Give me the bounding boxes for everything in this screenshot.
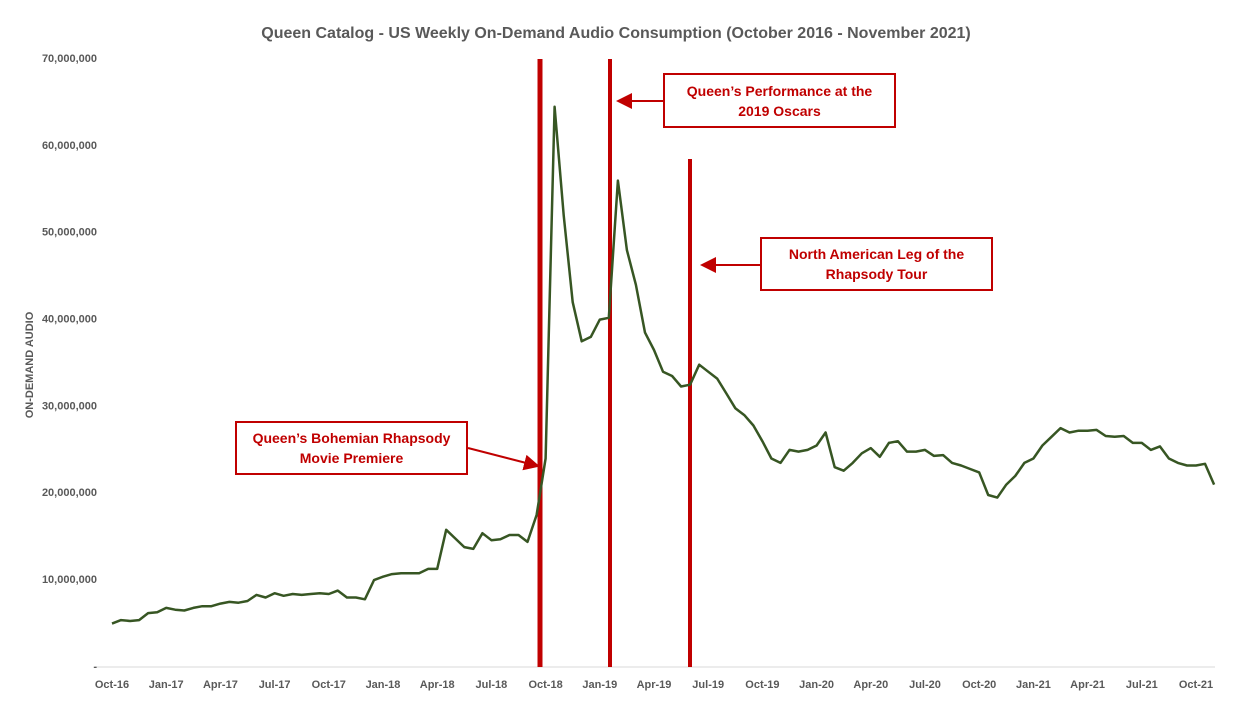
x-tick-label: Oct-20	[962, 679, 996, 691]
y-tick-label: 30,000,000	[42, 400, 97, 412]
x-tick-label: Oct-17	[312, 679, 346, 691]
x-tick-label: Oct-16	[95, 679, 129, 691]
annotation: Queen’s Bohemian Rhapsody Movie Premiere	[235, 421, 468, 475]
arrow	[467, 447, 540, 471]
x-tick-label: Jan-17	[149, 679, 184, 691]
x-tick-label: Jan-21	[1016, 679, 1051, 691]
x-tick-label: Oct-19	[745, 679, 779, 691]
y-axis-label: ON-DEMAND AUDIO	[24, 311, 36, 418]
annotation: Queen’s Performance at the 2019 Oscars	[663, 73, 896, 128]
y-tick-label: 50,000,000	[42, 227, 97, 239]
x-tick-label: Jul-19	[692, 679, 724, 691]
chart-title: Queen Catalog - US Weekly On-Demand Audi…	[261, 25, 970, 42]
x-tick-label: Jan-20	[799, 679, 834, 691]
x-tick-label: Apr-17	[203, 679, 238, 691]
x-tick-label: Jul-21	[1126, 679, 1158, 691]
x-tick-label: Apr-18	[420, 679, 455, 691]
data-line	[111, 105, 1216, 625]
y-tick-label: 20,000,000	[42, 487, 97, 499]
y-tick-label: -	[93, 661, 97, 673]
x-tick-label: Apr-19	[637, 679, 672, 691]
x-tick-label: Jan-19	[582, 679, 617, 691]
y-tick-label: 60,000,000	[42, 140, 97, 152]
y-tick-label: 10,000,000	[42, 574, 97, 586]
y-tick-label: 70,000,000	[42, 53, 97, 65]
x-tick-label: Jan-18	[366, 679, 401, 691]
x-tick-label: Apr-21	[1070, 679, 1105, 691]
annotation: North American Leg of the Rhapsody Tour	[760, 237, 993, 291]
x-tick-label: Oct-21	[1179, 679, 1213, 691]
x-tick-label: Apr-20	[853, 679, 888, 691]
x-tick-label: Jul-20	[909, 679, 941, 691]
x-tick-label: Jul-18	[476, 679, 508, 691]
x-tick-label: Oct-18	[528, 679, 562, 691]
x-tick-label: Jul-17	[259, 679, 291, 691]
y-tick-label: 40,000,000	[42, 313, 97, 325]
